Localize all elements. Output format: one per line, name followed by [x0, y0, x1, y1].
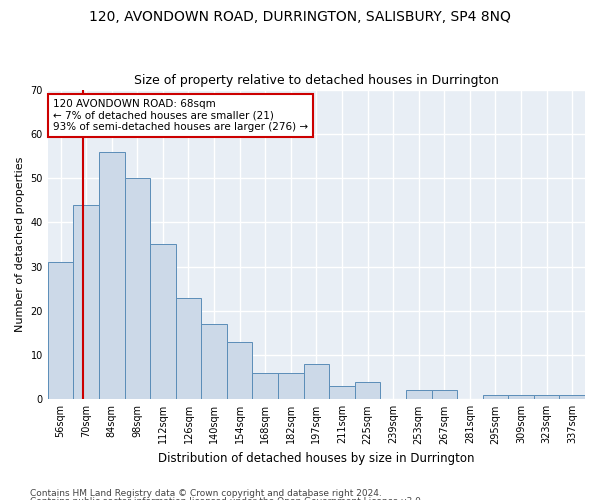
Bar [508, 395, 534, 400]
Bar [559, 395, 585, 400]
Text: Contains HM Land Registry data © Crown copyright and database right 2024.: Contains HM Land Registry data © Crown c… [30, 488, 382, 498]
Bar [176, 298, 201, 400]
Bar [278, 373, 304, 400]
Bar [304, 364, 329, 400]
Bar [125, 178, 150, 400]
Text: 120 AVONDOWN ROAD: 68sqm
← 7% of detached houses are smaller (21)
93% of semi-de: 120 AVONDOWN ROAD: 68sqm ← 7% of detache… [53, 99, 308, 132]
Bar [355, 382, 380, 400]
Text: 120, AVONDOWN ROAD, DURRINGTON, SALISBURY, SP4 8NQ: 120, AVONDOWN ROAD, DURRINGTON, SALISBUR… [89, 10, 511, 24]
Bar [150, 244, 176, 400]
Bar [48, 262, 73, 400]
Bar [406, 390, 431, 400]
Bar [73, 204, 99, 400]
Bar [201, 324, 227, 400]
Bar [99, 152, 125, 400]
Text: Contains public sector information licensed under the Open Government Licence v3: Contains public sector information licen… [30, 497, 424, 500]
Bar [534, 395, 559, 400]
Bar [253, 373, 278, 400]
Title: Size of property relative to detached houses in Durrington: Size of property relative to detached ho… [134, 74, 499, 87]
X-axis label: Distribution of detached houses by size in Durrington: Distribution of detached houses by size … [158, 452, 475, 465]
Bar [329, 386, 355, 400]
Y-axis label: Number of detached properties: Number of detached properties [15, 156, 25, 332]
Bar [482, 395, 508, 400]
Bar [431, 390, 457, 400]
Bar [227, 342, 253, 400]
